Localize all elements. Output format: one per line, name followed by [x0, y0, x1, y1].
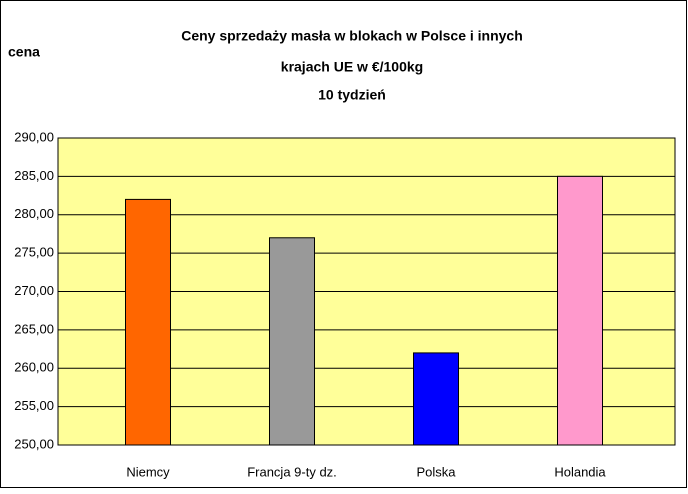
x-tick-label: Niemcy: [126, 464, 170, 479]
chart-title: krajach UE w €/100kg: [281, 59, 423, 75]
x-tick-label: Francja 9-ty dz.: [247, 464, 337, 479]
y-tick-label: 275,00: [14, 245, 54, 260]
bar: [125, 198, 171, 446]
bar: [413, 352, 459, 446]
y-tick-label: 280,00: [14, 206, 54, 221]
x-tick-label: Polska: [416, 464, 456, 479]
plot-border: [57, 137, 676, 446]
y-axis-label: cena: [8, 44, 40, 60]
y-tick-label: 290,00: [14, 129, 54, 144]
y-tick-label: 285,00: [14, 168, 54, 183]
y-tick-label: 255,00: [14, 398, 54, 413]
chart-title: 10 tydzień: [318, 87, 386, 103]
y-tick-label: 270,00: [14, 283, 54, 298]
bar: [557, 175, 603, 446]
chart-title: Ceny sprzedaży masła w blokach w Polsce …: [181, 28, 523, 44]
x-tick-label: Holandia: [554, 464, 606, 479]
bar: [269, 237, 315, 446]
y-tick-label: 265,00: [14, 321, 54, 336]
y-tick-label: 250,00: [14, 436, 54, 451]
y-tick-label: 260,00: [14, 360, 54, 375]
